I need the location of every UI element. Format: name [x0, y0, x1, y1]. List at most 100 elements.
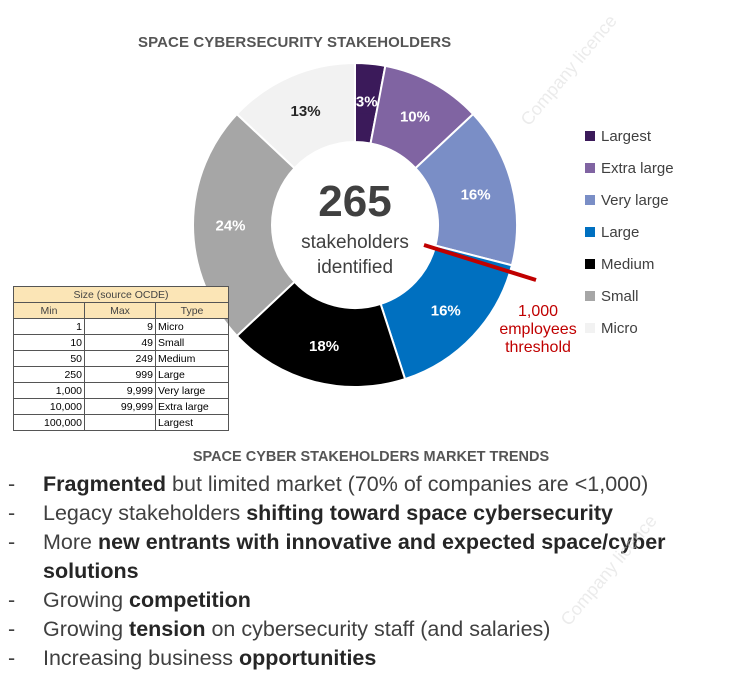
- legend-label: Medium: [601, 255, 655, 273]
- trend-text: Increasing business: [43, 646, 239, 670]
- cell-type: Large: [155, 366, 229, 383]
- trend-text: on cybersecurity staff (and salaries): [205, 617, 551, 641]
- legend-label: Small: [601, 287, 639, 305]
- legend-label: Large: [601, 223, 640, 241]
- donut-chart: 3% 10% 16% 16% 18% 24% 13% 265 stakeholders ident…: [192, 61, 577, 388]
- legend-swatch: [585, 259, 595, 269]
- cell-type: Small: [155, 334, 229, 351]
- cell-type: Medium: [155, 350, 229, 367]
- cell-type: Largest: [155, 414, 229, 431]
- slice-label-1: 10%: [400, 108, 430, 125]
- cell-max: 9: [84, 318, 156, 335]
- trend-text-bold: opportunities: [239, 646, 377, 670]
- bullet-dash: -: [8, 646, 16, 670]
- center-caption-line2: identified: [317, 257, 393, 278]
- legend-swatch: [585, 163, 595, 173]
- cell-min: 100,000: [13, 414, 85, 431]
- threshold-annotation-line2: employees: [499, 321, 576, 338]
- cell-min: 250: [13, 366, 85, 383]
- legend-item-3: Large: [585, 216, 674, 248]
- slice-label-bg-5: [211, 213, 250, 237]
- cell-min: 1,000: [13, 382, 85, 399]
- trend-text-bold: shifting toward space cybersecurity: [246, 501, 613, 525]
- bullet-dash: -: [8, 501, 16, 525]
- trend-text: Growing: [43, 588, 130, 612]
- threshold-line: [423, 243, 537, 282]
- slice-label-0: 3%: [356, 94, 378, 111]
- table-row: 100,000 Largest: [13, 414, 229, 431]
- slice-label-4: 18%: [309, 338, 339, 355]
- legend-item-0: Largest: [585, 120, 674, 152]
- trend-item-2: - More new entrants with innovative and e…: [8, 528, 742, 586]
- trends-list: - Fragmented but limited market (70% of c…: [8, 470, 742, 673]
- legend-swatch: [585, 195, 595, 205]
- slice-label-6: 13%: [291, 103, 321, 120]
- trend-text-bold: competition: [129, 588, 251, 612]
- cell-type: Extra large: [155, 398, 229, 415]
- cell-max: [84, 414, 156, 431]
- table-row: 250 999 Large: [13, 366, 229, 383]
- slice-label-bg-4: [304, 333, 344, 358]
- table-row: 50 249 Medium: [13, 350, 229, 367]
- cell-max: 999: [84, 366, 156, 383]
- table-row: 10 49 Small: [13, 334, 229, 351]
- legend-item-5: Small: [585, 280, 674, 312]
- trend-text: but limited market (70% of companies are…: [166, 472, 649, 496]
- size-table-header-min: Min: [13, 302, 85, 319]
- legend-item-6: Micro: [585, 312, 674, 344]
- cell-min: 50: [13, 350, 85, 367]
- cell-max: 99,999: [84, 398, 156, 415]
- cell-min: 10: [13, 334, 85, 351]
- slice-label-bg-2: [456, 182, 495, 207]
- legend-item-4: Medium: [585, 248, 674, 280]
- table-row: 1 9 Micro: [13, 318, 229, 335]
- trend-text-bold: new entrants with innovative and expecte…: [43, 530, 666, 583]
- legend-item-2: Very large: [585, 184, 674, 216]
- legend-swatch: [585, 323, 595, 333]
- cell-type: Micro: [155, 318, 229, 335]
- legend-label: Micro: [601, 319, 638, 337]
- slice-label-bg-1: [395, 103, 435, 128]
- slice-label-2: 16%: [461, 187, 491, 204]
- trend-item-1: - Legacy stakeholders shifting toward spa…: [8, 499, 742, 528]
- cell-max: 49: [84, 334, 156, 351]
- trend-text-bold: Fragmented: [43, 472, 167, 496]
- trend-text: More: [43, 530, 98, 554]
- slice-label-3: 16%: [431, 303, 461, 320]
- trend-item-5: - Increasing business opportunities: [8, 644, 742, 673]
- legend-swatch: [585, 131, 595, 141]
- trend-text: Legacy stakeholders: [43, 501, 247, 525]
- legend-swatch: [585, 291, 595, 301]
- legend-item-1: Extra large: [585, 152, 674, 184]
- threshold-annotation-line1: 1,000: [518, 303, 558, 320]
- trend-item-0: - Fragmented but limited market (70% of c…: [8, 470, 742, 499]
- cell-max: 249: [84, 350, 156, 367]
- trends-title: SPACE CYBER STAKEHOLDERS MARKET TRENDS: [192, 449, 550, 465]
- legend-label: Extra large: [601, 159, 674, 177]
- trend-item-3: - Growing competition: [8, 586, 742, 615]
- center-caption-line1: stakeholders: [301, 232, 409, 253]
- trend-item-4: - Growing tension on cybersecurity staff …: [8, 615, 742, 644]
- slice-label-5: 24%: [215, 218, 245, 235]
- legend-label: Very large: [601, 191, 669, 209]
- size-table-header-type: Type: [155, 302, 229, 319]
- size-table-header-max: Max: [84, 302, 156, 319]
- slice-label-bg-3: [426, 298, 466, 323]
- bullet-dash: -: [8, 588, 16, 612]
- slice-label-bg-6: [286, 98, 325, 123]
- size-table: Size (source OCDE) Min Max Type 1 9 Micro 1…: [13, 286, 229, 431]
- cell-max: 9,999: [84, 382, 156, 399]
- legend-swatch: [585, 227, 595, 237]
- table-row: 10,000 99,999 Extra large: [13, 398, 229, 415]
- legend-label: Largest: [601, 127, 652, 145]
- chart-legend: Largest Extra large Very large Large Medium S…: [585, 120, 674, 344]
- bullet-dash: -: [8, 617, 16, 641]
- trend-text-bold: tension: [129, 617, 206, 641]
- bullet-dash: -: [8, 530, 16, 554]
- trend-text: Growing: [43, 617, 130, 641]
- cell-min: 10,000: [13, 398, 85, 415]
- chart-title: SPACE CYBERSECURITY STAKEHOLDERS: [138, 34, 452, 51]
- center-value: 265: [318, 177, 391, 226]
- bullet-dash: -: [8, 472, 16, 496]
- size-table-caption: Size (source OCDE): [13, 286, 229, 303]
